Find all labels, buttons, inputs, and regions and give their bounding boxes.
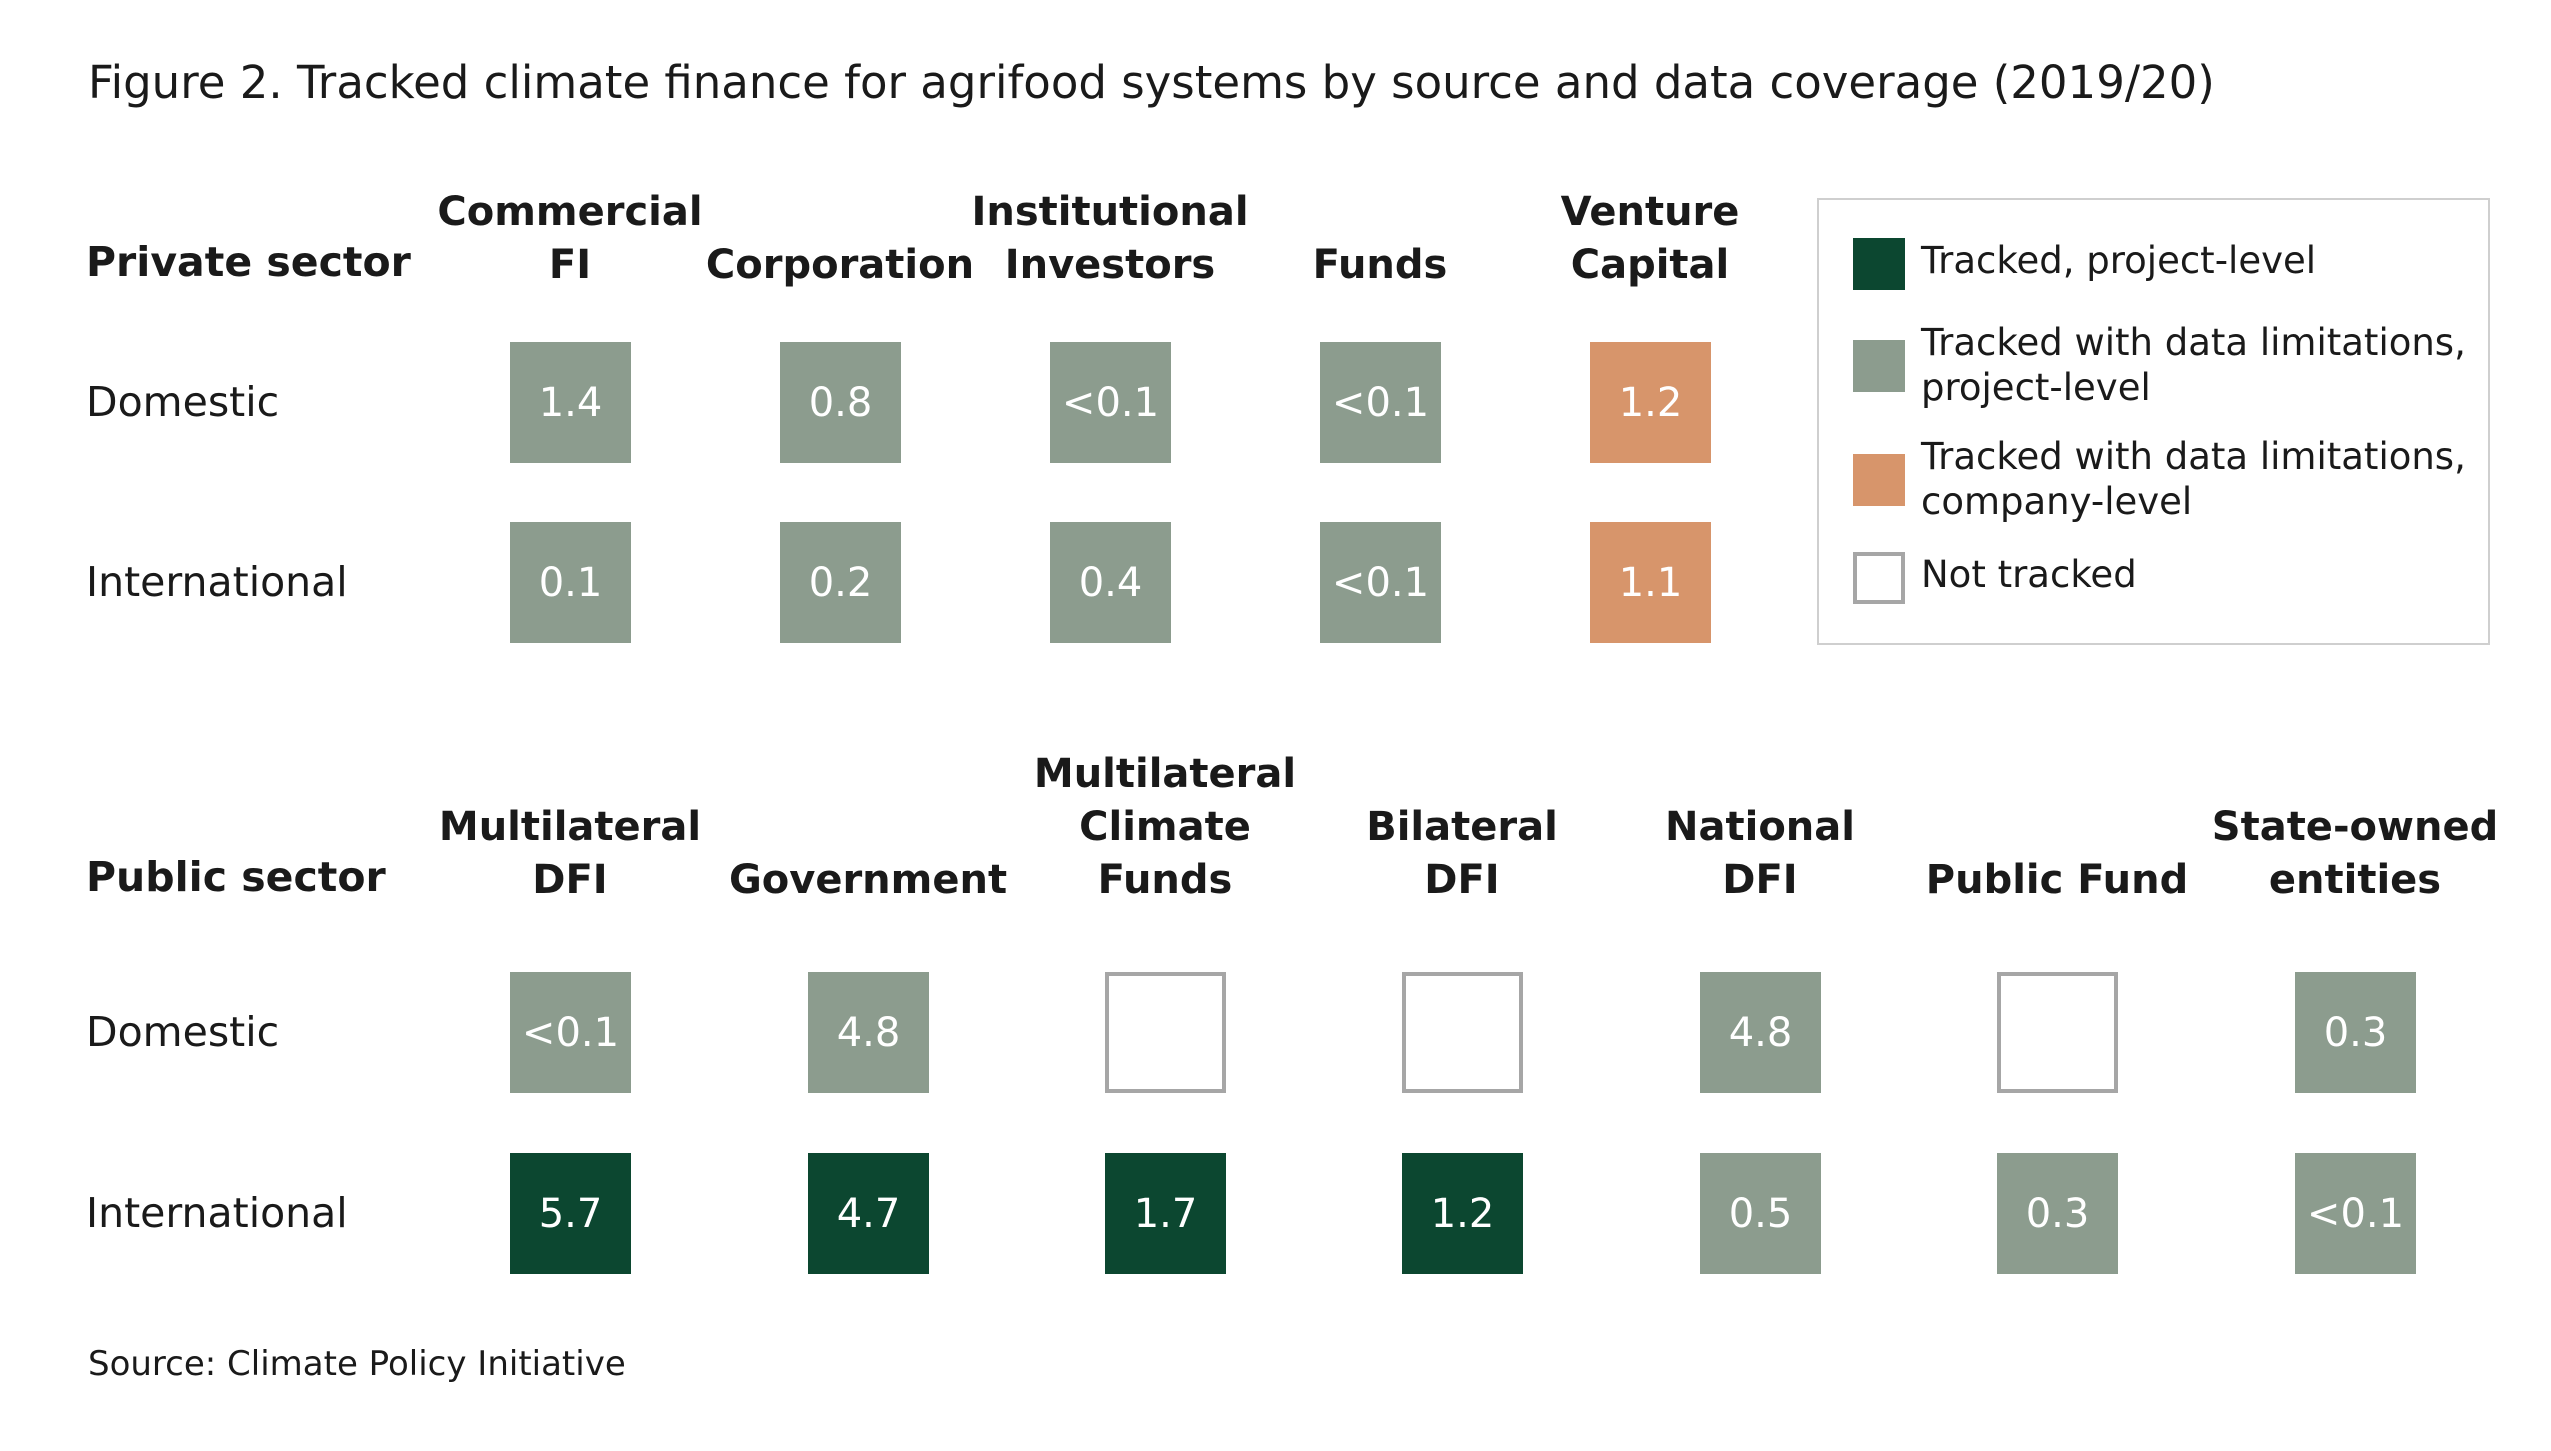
cell-value: 5.7 xyxy=(538,1190,603,1237)
column-header-public-fund: Public Fund xyxy=(1925,857,2189,903)
cell-value: 4.8 xyxy=(836,1009,901,1056)
column-header-institutional-investors: Institutional Investors xyxy=(971,189,1249,288)
public-cell-international-multilateral-dfi: 5.7 xyxy=(510,1153,631,1274)
private-cell-international-institutional-investors: 0.4 xyxy=(1050,522,1171,643)
column-header-commercial-fi: Commercial FI xyxy=(437,189,703,288)
cell-value: 1.4 xyxy=(538,379,603,426)
cell-value: <0.1 xyxy=(1061,379,1160,426)
column-header-state-owned-entities: State-owned entities xyxy=(2211,804,2499,903)
cell-value: 1.2 xyxy=(1618,379,1683,426)
column-header-corporation: Corporation xyxy=(705,242,975,288)
cell-value: <0.1 xyxy=(1331,379,1430,426)
private-cell-international-corporation: 0.2 xyxy=(780,522,901,643)
legend-swatch-none xyxy=(1853,552,1905,604)
public-cell-international-national-dfi: 0.5 xyxy=(1700,1153,1821,1274)
public-cell-international-multilateral-climate-funds: 1.7 xyxy=(1105,1153,1226,1274)
cell-value: 0.3 xyxy=(2025,1190,2090,1237)
legend-label-company: Tracked with data limitations, company-l… xyxy=(1921,435,2466,523)
cell-value: 1.7 xyxy=(1133,1190,1198,1237)
public-cell-domestic-state-owned-entities: 0.3 xyxy=(2295,972,2416,1093)
public-cell-domestic-multilateral-climate-funds xyxy=(1105,972,1226,1093)
column-header-funds: Funds xyxy=(1312,242,1448,288)
source-note: Source: Climate Policy Initiative xyxy=(88,1344,626,1384)
cell-value: 0.3 xyxy=(2323,1009,2388,1056)
public-row-label-domestic: Domestic xyxy=(86,1008,280,1056)
column-header-multilateral-dfi: Multilateral DFI xyxy=(438,804,702,903)
public-cell-international-bilateral-dfi: 1.2 xyxy=(1402,1153,1523,1274)
public-cell-domestic-public-fund xyxy=(1997,972,2118,1093)
private-cell-domestic-corporation: 0.8 xyxy=(780,342,901,463)
legend-label-none: Not tracked xyxy=(1921,553,2137,596)
cell-value: 1.2 xyxy=(1430,1190,1495,1237)
private-cell-international-venture-capital: 1.1 xyxy=(1590,522,1711,643)
legend-swatch-company xyxy=(1853,454,1905,506)
public-cell-international-state-owned-entities: <0.1 xyxy=(2295,1153,2416,1274)
private-cell-domestic-funds: <0.1 xyxy=(1320,342,1441,463)
cell-value: 0.5 xyxy=(1728,1190,1793,1237)
legend-item-limited: Tracked with data limitations, project-l… xyxy=(1853,320,2466,410)
private-cell-domestic-commercial-fi: 1.4 xyxy=(510,342,631,463)
chart-title: Figure 2. Tracked climate finance for ag… xyxy=(88,56,2215,109)
legend-swatch-project xyxy=(1853,238,1905,290)
cell-value: <0.1 xyxy=(1331,559,1430,606)
public-cell-domestic-bilateral-dfi xyxy=(1402,972,1523,1093)
legend-item-none: Not tracked xyxy=(1853,552,2137,604)
cell-value: <0.1 xyxy=(2306,1190,2405,1237)
column-header-government: Government xyxy=(728,857,1008,903)
column-header-national-dfi: National DFI xyxy=(1665,804,1855,903)
cell-value: 0.8 xyxy=(808,379,873,426)
public-cell-international-government: 4.7 xyxy=(808,1153,929,1274)
private-cell-international-funds: <0.1 xyxy=(1320,522,1441,643)
legend-item-project: Tracked, project-level xyxy=(1853,238,2316,290)
cell-value: <0.1 xyxy=(521,1009,620,1056)
legend-label-limited: Tracked with data limitations, project-l… xyxy=(1921,321,2466,409)
legend: Tracked, project-level Tracked with data… xyxy=(1817,198,2490,645)
column-header-bilateral-dfi: Bilateral DFI xyxy=(1366,804,1558,903)
public-cell-domestic-government: 4.8 xyxy=(808,972,929,1093)
column-header-venture-capital: Venture Capital xyxy=(1560,189,1740,288)
public-sector-label: Public sector xyxy=(86,853,386,901)
private-cell-domestic-institutional-investors: <0.1 xyxy=(1050,342,1171,463)
legend-swatch-limited xyxy=(1853,340,1905,392)
private-cell-domestic-venture-capital: 1.2 xyxy=(1590,342,1711,463)
legend-label-project: Tracked, project-level xyxy=(1921,239,2317,282)
cell-value: 1.1 xyxy=(1618,559,1683,606)
public-cell-domestic-national-dfi: 4.8 xyxy=(1700,972,1821,1093)
private-row-label-domestic: Domestic xyxy=(86,378,280,426)
cell-value: 0.1 xyxy=(538,559,603,606)
private-sector-label: Private sector xyxy=(86,238,411,286)
private-row-label-international: International xyxy=(86,558,348,606)
cell-value: 0.4 xyxy=(1078,559,1143,606)
cell-value: 0.2 xyxy=(808,559,873,606)
cell-value: 4.8 xyxy=(1728,1009,1793,1056)
cell-value: 4.7 xyxy=(836,1190,901,1237)
column-header-multilateral-climate-funds: Multilateral Climate Funds xyxy=(1033,751,1297,903)
public-cell-domestic-multilateral-dfi: <0.1 xyxy=(510,972,631,1093)
legend-item-company: Tracked with data limitations, company-l… xyxy=(1853,434,2466,524)
private-cell-international-commercial-fi: 0.1 xyxy=(510,522,631,643)
public-cell-international-public-fund: 0.3 xyxy=(1997,1153,2118,1274)
public-row-label-international: International xyxy=(86,1189,348,1237)
